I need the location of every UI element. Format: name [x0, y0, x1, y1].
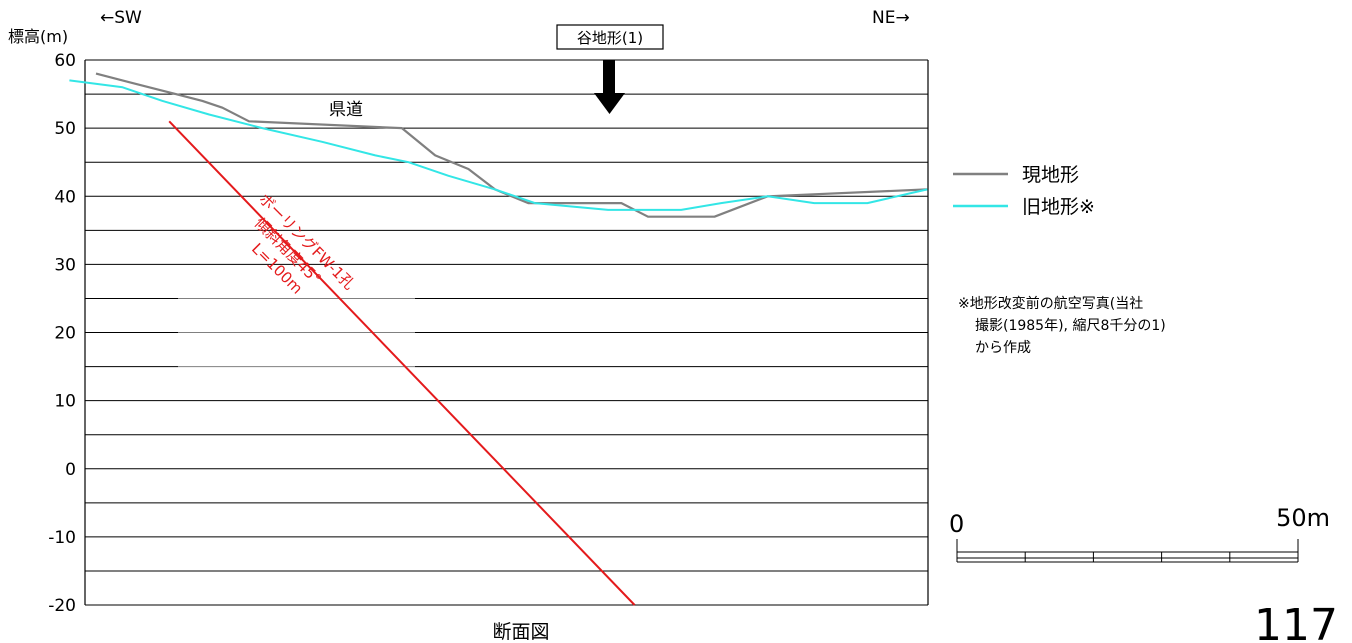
note-line: ※地形改変前の航空写真(当社	[958, 295, 1143, 312]
note-line: 撮影(1985年), 縮尺8千分の1)	[975, 317, 1166, 334]
y-tick-label: 10	[54, 392, 76, 412]
chart-title: 断面図	[492, 621, 549, 643]
y-tick-label: 60	[54, 51, 76, 71]
y-tick-label: -10	[48, 528, 76, 548]
valley-arrow-shaft	[603, 60, 615, 94]
y-tick-label: 50	[54, 119, 76, 139]
y-axis-label: 標高(m)	[8, 27, 68, 46]
series-line-borehole	[168, 120, 636, 606]
page-number: 117	[1254, 600, 1338, 643]
series-line-current	[95, 72, 928, 218]
series-line-old	[69, 79, 928, 211]
y-tick-label: 30	[54, 255, 76, 275]
y-tick-label: 20	[54, 324, 76, 344]
y-tick-label: 40	[54, 187, 76, 207]
y-tick-label: -20	[48, 596, 76, 616]
y-tick-label: 0	[65, 460, 76, 480]
note-line: から作成	[975, 340, 1031, 356]
road-label: 県道	[329, 100, 363, 120]
valley-arrow-head	[594, 93, 625, 114]
valley-label: 谷地形(1)	[577, 29, 643, 47]
legend-label-current: 現地形	[1022, 164, 1079, 186]
direction-left-label: ←SW	[100, 8, 142, 28]
legend-label-old: 旧地形※	[1022, 196, 1095, 218]
valley-label-box	[556, 24, 664, 50]
scale-bar-zero: 0	[949, 510, 964, 538]
direction-right-label: NE→	[872, 8, 910, 28]
scale-bar-end: 50m	[1276, 504, 1330, 532]
